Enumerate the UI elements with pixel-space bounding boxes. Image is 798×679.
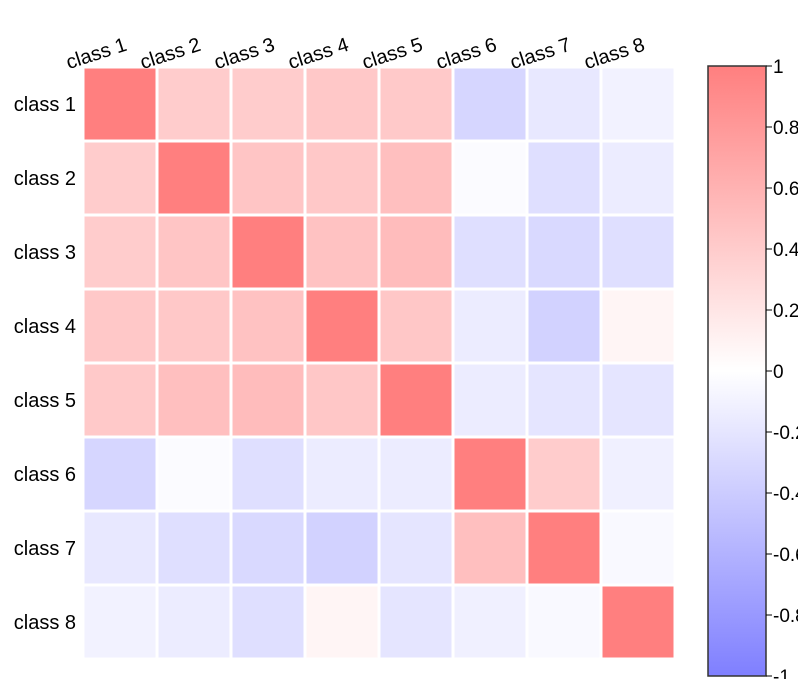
heatmap-cell-1-4 bbox=[303, 65, 381, 143]
row-label-2: class 2 bbox=[14, 168, 76, 190]
heatmap-cell-4-8 bbox=[599, 287, 677, 365]
heatmap-cell-1-3 bbox=[229, 65, 307, 143]
heatmap-cell-8-6 bbox=[451, 583, 529, 661]
heatmap-cell-8-2 bbox=[155, 583, 233, 661]
heatmap-cell-6-8 bbox=[599, 435, 677, 513]
heatmap-cell-8-1 bbox=[81, 583, 159, 661]
heatmap-cell-8-3 bbox=[229, 583, 307, 661]
heatmap-cell-6-3 bbox=[229, 435, 307, 513]
heatmap-cells bbox=[81, 65, 677, 661]
colorbar-tick-label-11: -1 bbox=[773, 667, 790, 679]
heatmap-cell-3-7 bbox=[525, 213, 603, 291]
heatmap-cell-5-7 bbox=[525, 361, 603, 439]
colorbar-tick-label-1: 1 bbox=[773, 57, 784, 78]
row-label-5: class 5 bbox=[14, 390, 76, 412]
colorbar-tick-label-2: 0.8 bbox=[773, 118, 798, 139]
heatmap-cell-3-6 bbox=[451, 213, 529, 291]
heatmap-cell-3-2 bbox=[155, 213, 233, 291]
colorbar-tick-label-9: -0.6 bbox=[773, 545, 798, 566]
heatmap-cell-2-7 bbox=[525, 139, 603, 217]
heatmap-cell-7-8 bbox=[599, 509, 677, 587]
colorbar-tick-label-10: -0.8 bbox=[773, 606, 798, 627]
heatmap-cell-7-4 bbox=[303, 509, 381, 587]
heatmap-cell-6-2 bbox=[155, 435, 233, 513]
colorbar-tick-label-7: -0.2 bbox=[773, 423, 798, 444]
heatmap-cell-2-5 bbox=[377, 139, 455, 217]
row-label-6: class 6 bbox=[14, 464, 76, 486]
heatmap-cell-1-8 bbox=[599, 65, 677, 143]
heatmap-cell-1-5 bbox=[377, 65, 455, 143]
row-label-7: class 7 bbox=[14, 538, 76, 560]
heatmap-cell-5-5 bbox=[377, 361, 455, 439]
row-label-8: class 8 bbox=[14, 612, 76, 634]
heatmap-cell-3-8 bbox=[599, 213, 677, 291]
heatmap-cell-2-8 bbox=[599, 139, 677, 217]
heatmap-cell-2-2 bbox=[155, 139, 233, 217]
colorbar-gradient bbox=[707, 65, 767, 677]
heatmap-cell-1-6 bbox=[451, 65, 529, 143]
heatmap-cell-7-2 bbox=[155, 509, 233, 587]
row-label-4: class 4 bbox=[14, 316, 76, 338]
heatmap-cell-5-4 bbox=[303, 361, 381, 439]
heatmap-cell-1-1 bbox=[81, 65, 159, 143]
heatmap-cell-4-1 bbox=[81, 287, 159, 365]
colorbar-tick-label-5: 0.2 bbox=[773, 301, 798, 322]
heatmap-cell-2-1 bbox=[81, 139, 159, 217]
heatmap-cell-1-2 bbox=[155, 65, 233, 143]
heatmap-cell-8-8 bbox=[599, 583, 677, 661]
heatmap-cell-4-4 bbox=[303, 287, 381, 365]
heatmap-cell-6-7 bbox=[525, 435, 603, 513]
heatmap-cell-3-5 bbox=[377, 213, 455, 291]
row-label-1: class 1 bbox=[14, 94, 76, 116]
heatmap-cell-6-1 bbox=[81, 435, 159, 513]
heatmap-cell-8-4 bbox=[303, 583, 381, 661]
heatmap-cell-2-4 bbox=[303, 139, 381, 217]
heatmap-cell-7-5 bbox=[377, 509, 455, 587]
heatmap-cell-4-7 bbox=[525, 287, 603, 365]
heatmap-cell-7-6 bbox=[451, 509, 529, 587]
heatmap-cell-8-7 bbox=[525, 583, 603, 661]
heatmap-cell-5-1 bbox=[81, 361, 159, 439]
heatmap-cell-5-8 bbox=[599, 361, 677, 439]
heatmap-cell-4-2 bbox=[155, 287, 233, 365]
heatmap-cell-3-4 bbox=[303, 213, 381, 291]
colorbar-tick-label-4: 0.4 bbox=[773, 240, 798, 261]
heatmap-cell-8-5 bbox=[377, 583, 455, 661]
heatmap-cell-6-4 bbox=[303, 435, 381, 513]
heatmap-cell-6-6 bbox=[451, 435, 529, 513]
heatmap-cell-7-3 bbox=[229, 509, 307, 587]
row-label-3: class 3 bbox=[14, 242, 76, 264]
heatmap-cell-6-5 bbox=[377, 435, 455, 513]
heatmap-cell-5-6 bbox=[451, 361, 529, 439]
heatmap-cell-5-2 bbox=[155, 361, 233, 439]
heatmap-cell-7-1 bbox=[81, 509, 159, 587]
heatmap-cell-4-6 bbox=[451, 287, 529, 365]
heatmap-cell-2-3 bbox=[229, 139, 307, 217]
heatmap-cell-7-7 bbox=[525, 509, 603, 587]
heatmap-cell-3-1 bbox=[81, 213, 159, 291]
heatmap-cell-4-3 bbox=[229, 287, 307, 365]
colorbar: 1 0.8 0.6 0.4 0.2 0 -0.2 -0.4 -0.6 -0.8 -1 bbox=[707, 57, 798, 679]
colorbar-tick-label-3: 0.6 bbox=[773, 179, 798, 200]
heatmap-cell-4-5 bbox=[377, 287, 455, 365]
heatmap-cell-5-3 bbox=[229, 361, 307, 439]
colorbar-tick-label-6: 0 bbox=[773, 362, 784, 383]
heatmap-cell-1-7 bbox=[525, 65, 603, 143]
row-labels: class 1 class 2 class 3 class 4 class 5 class… bbox=[14, 94, 76, 634]
colorbar-tick-label-8: -0.4 bbox=[773, 484, 798, 505]
heatmap-cell-2-6 bbox=[451, 139, 529, 217]
heatmap-cell-3-3 bbox=[229, 213, 307, 291]
